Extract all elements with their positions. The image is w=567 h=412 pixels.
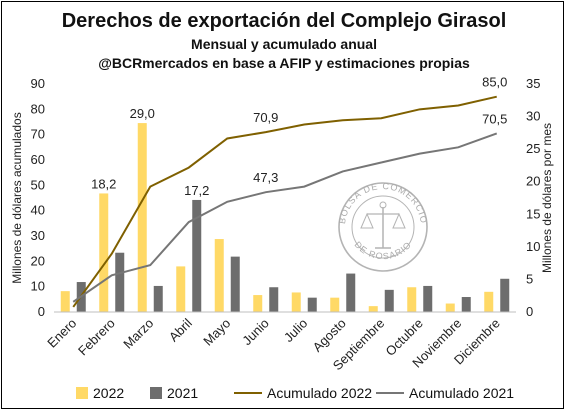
bar-2022-julio <box>291 292 301 312</box>
bar-2022-diciembre <box>484 291 494 312</box>
legend-label: 2021 <box>167 385 198 401</box>
bar-2022-noviembre <box>445 303 455 312</box>
x-tick-label: Julio <box>281 316 311 346</box>
bar-2022-enero <box>60 291 70 312</box>
x-tick-label: Febrero <box>75 316 118 359</box>
y-right-axis-label: Millones de dólares por mes <box>540 123 554 273</box>
x-tick-label: Junio <box>239 316 272 349</box>
legend-swatch-2022 <box>76 387 88 399</box>
line-acumulado-2022 <box>72 95 497 308</box>
data-label: 70,5 <box>482 111 507 126</box>
bar-2022-octubre <box>407 287 417 312</box>
y-left-tick-label: 90 <box>31 76 45 91</box>
y-left-tick-label: 40 <box>31 203 45 218</box>
y-left-tick-label: 0 <box>38 304 45 319</box>
y-right-tick-label: 15 <box>526 206 540 221</box>
y-left-tick-label: 60 <box>31 152 45 167</box>
data-labels-layer: 18,2 29,0 17,2 70,9 47,3 85,0 70,5 <box>91 75 507 198</box>
y-right-tick-label: 5 <box>526 271 533 286</box>
chart-subtitle: Mensual y acumulado anual <box>191 36 377 52</box>
line-acumulado-2021 <box>72 132 498 303</box>
bar-2021-octubre <box>423 285 433 312</box>
y-right-tick-label: 20 <box>526 174 540 189</box>
x-tick-label: Marzo <box>120 316 156 352</box>
bcr-seal-watermark: BOLSA DE COMERCIO DE ROSARIO <box>337 181 428 272</box>
bar-2021-junio <box>269 287 279 312</box>
bar-2022-mayo <box>214 239 224 312</box>
bar-2021-noviembre <box>461 297 471 312</box>
y-left-tick-label: 80 <box>31 101 45 116</box>
data-label: 47,3 <box>253 170 278 185</box>
y-left-tick-label: 20 <box>31 253 45 268</box>
y-right-tick-label: 30 <box>526 109 540 124</box>
bar-2022-septiembre <box>368 306 378 312</box>
y-left-tick-label: 10 <box>31 279 45 294</box>
y-right-tick-label: 35 <box>526 76 540 91</box>
bar-2022-marzo <box>137 123 147 312</box>
y-right-tick-label: 10 <box>526 239 540 254</box>
chart-title: Derechos de exportación del Complejo Gir… <box>62 10 507 32</box>
bar-2021-mayo <box>230 256 240 312</box>
data-label: 85,0 <box>482 75 507 90</box>
legend-label: Acumulado 2022 <box>267 385 372 401</box>
x-tick-label: Abril <box>166 315 195 344</box>
data-label: 70,9 <box>253 110 278 125</box>
chart-source: @BCRmercados en base a AFIP y estimacion… <box>98 55 470 71</box>
legend-swatch-2021 <box>150 387 162 399</box>
y-right-tick-label: 0 <box>526 304 533 319</box>
bar-2022-agosto <box>330 297 340 312</box>
bar-2022-abril <box>176 266 186 312</box>
axes-layer: 0 10 20 30 40 50 60 70 80 90 0 5 10 15 20 25 30 35 EneroFe… <box>10 76 554 373</box>
x-tick-label: Mayo <box>200 316 233 349</box>
data-label: 17,2 <box>184 183 209 198</box>
y-left-tick-label: 70 <box>31 127 45 142</box>
data-label: 29,0 <box>130 106 155 121</box>
legend: 2022 2021 Acumulado 2022 Acumulado 2021 <box>76 385 514 401</box>
x-tick-label: Enero <box>44 316 79 351</box>
bar-2021-abril <box>192 199 202 312</box>
bar-2021-diciembre <box>500 278 510 312</box>
bar-2021-agosto <box>346 273 356 312</box>
bars-layer <box>60 123 510 312</box>
legend-label: 2022 <box>93 385 124 401</box>
y-left-tick-label: 50 <box>31 177 45 192</box>
lines-layer <box>72 95 498 308</box>
bar-2022-febrero <box>99 193 109 312</box>
bar-2021-marzo <box>153 285 163 312</box>
data-label: 18,2 <box>91 176 116 191</box>
legend-label: Acumulado 2021 <box>409 385 514 401</box>
bar-2022-junio <box>253 295 263 312</box>
y-left-axis-label: Millones de dólares acumulados <box>10 112 24 283</box>
y-left-tick-label: 30 <box>31 228 45 243</box>
bar-2021-julio <box>307 297 317 312</box>
y-right-tick-label: 25 <box>526 141 540 156</box>
bar-2021-febrero <box>115 252 125 312</box>
bar-2021-septiembre <box>384 289 394 312</box>
